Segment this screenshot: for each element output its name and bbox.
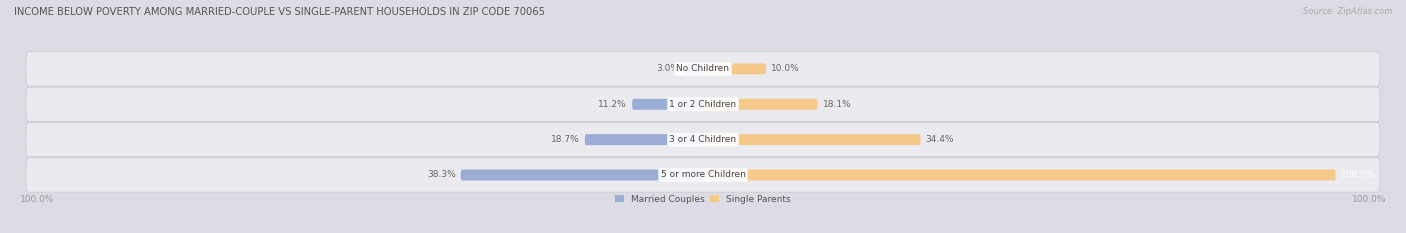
- Text: 18.7%: 18.7%: [551, 135, 579, 144]
- FancyBboxPatch shape: [585, 134, 703, 145]
- Text: 18.1%: 18.1%: [823, 100, 851, 109]
- Text: 100.0%: 100.0%: [1341, 171, 1375, 179]
- FancyBboxPatch shape: [703, 170, 1336, 181]
- FancyBboxPatch shape: [633, 99, 703, 110]
- Text: No Children: No Children: [676, 65, 730, 73]
- Text: 11.2%: 11.2%: [599, 100, 627, 109]
- Text: Source: ZipAtlas.com: Source: ZipAtlas.com: [1302, 7, 1392, 16]
- FancyBboxPatch shape: [703, 99, 817, 110]
- FancyBboxPatch shape: [25, 123, 1381, 157]
- FancyBboxPatch shape: [25, 158, 1381, 192]
- Text: 3.0%: 3.0%: [657, 65, 679, 73]
- Legend: Married Couples, Single Parents: Married Couples, Single Parents: [614, 195, 792, 204]
- Text: 1 or 2 Children: 1 or 2 Children: [669, 100, 737, 109]
- Text: 3 or 4 Children: 3 or 4 Children: [669, 135, 737, 144]
- FancyBboxPatch shape: [461, 170, 703, 181]
- Text: 10.0%: 10.0%: [772, 65, 800, 73]
- FancyBboxPatch shape: [25, 87, 1381, 121]
- FancyBboxPatch shape: [25, 52, 1381, 86]
- Text: 100.0%: 100.0%: [1351, 195, 1386, 204]
- Text: 100.0%: 100.0%: [20, 195, 55, 204]
- Text: 5 or more Children: 5 or more Children: [661, 171, 745, 179]
- FancyBboxPatch shape: [685, 63, 703, 74]
- Text: 34.4%: 34.4%: [925, 135, 955, 144]
- Text: 38.3%: 38.3%: [427, 171, 456, 179]
- Text: INCOME BELOW POVERTY AMONG MARRIED-COUPLE VS SINGLE-PARENT HOUSEHOLDS IN ZIP COD: INCOME BELOW POVERTY AMONG MARRIED-COUPL…: [14, 7, 546, 17]
- FancyBboxPatch shape: [703, 63, 766, 74]
- FancyBboxPatch shape: [703, 134, 921, 145]
